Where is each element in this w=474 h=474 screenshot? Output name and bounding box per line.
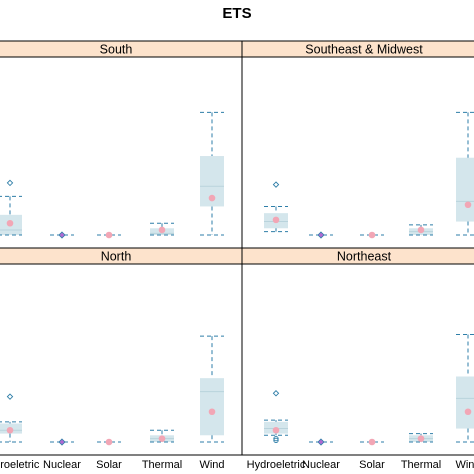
mean-marker — [417, 226, 425, 234]
mean-marker — [208, 194, 216, 202]
box-nuclear — [309, 231, 333, 239]
box-hydroeletric — [264, 181, 288, 233]
chart-title: ETS — [222, 5, 251, 22]
panel-frame — [0, 56, 243, 249]
mean-marker — [208, 408, 216, 416]
panel-north: North — [0, 247, 243, 456]
mean-marker — [105, 438, 113, 446]
mean-marker — [105, 231, 113, 239]
box-body — [200, 378, 224, 436]
box-thermal — [150, 222, 174, 236]
box-hydroeletric — [0, 179, 22, 236]
panel-southeast-midwest: Southeast & Midwest — [241, 40, 474, 249]
mean-marker — [368, 231, 376, 239]
panel-south: South — [0, 40, 243, 249]
mean-marker — [368, 438, 376, 446]
box-body — [456, 157, 474, 222]
x-tick-label-thermal: Thermal — [401, 459, 441, 471]
box-solar — [360, 438, 384, 446]
x-tick-label-thermal: Thermal — [142, 459, 182, 471]
mean-marker — [6, 219, 14, 227]
mean-marker — [272, 216, 280, 224]
x-tick-label-hydroeletric: Hydroeletric — [0, 459, 40, 471]
mean-marker — [58, 231, 66, 239]
outlier-point — [272, 390, 280, 397]
box-nuclear — [50, 231, 74, 239]
x-tick-label-hydroeletric: Hydroeletric — [247, 459, 306, 471]
box-thermal — [409, 433, 433, 443]
x-tick-label-solar: Solar — [96, 459, 122, 471]
box-wind — [200, 111, 224, 236]
mean-marker — [58, 438, 66, 446]
outlier-point — [6, 393, 14, 400]
box-solar — [360, 231, 384, 239]
outlier-point — [6, 179, 14, 187]
x-tick-label-nuclear: Nuclear — [43, 459, 81, 471]
outlier-point — [273, 435, 279, 442]
x-tick-label-wind: Wind — [455, 459, 474, 471]
box-hydroeletric — [0, 393, 22, 443]
panel-strip-label: North — [101, 250, 132, 264]
panel-northeast: Northeast — [241, 247, 474, 456]
box-wind — [456, 333, 474, 443]
mean-marker — [158, 435, 166, 442]
x-tick-label-nuclear: Nuclear — [302, 459, 340, 471]
box-thermal — [409, 224, 433, 236]
panel-strip-label: Southeast & Midwest — [305, 43, 423, 57]
mean-marker — [158, 226, 166, 234]
mean-marker — [6, 426, 14, 434]
box-nuclear — [50, 438, 74, 446]
panel-strip-label: Northeast — [337, 250, 392, 264]
box-solar — [97, 438, 121, 446]
mean-marker — [417, 435, 425, 442]
panel-strip-label: South — [100, 43, 133, 57]
box-solar — [97, 231, 121, 239]
x-tick-label-wind: Wind — [199, 459, 224, 471]
mean-marker — [464, 201, 472, 209]
box-nuclear — [309, 438, 333, 446]
panel-frame — [241, 263, 474, 456]
chart-panels: South Southeast & Midwest North Northeast — [0, 40, 474, 456]
box-thermal — [150, 429, 174, 443]
mean-marker — [272, 426, 280, 434]
box-body — [456, 376, 474, 429]
mean-marker — [317, 231, 325, 239]
outlier-point — [272, 181, 280, 188]
x-tick-label-solar: Solar — [359, 459, 385, 471]
box-hydroeletric — [264, 390, 288, 443]
outlier-point — [273, 437, 279, 443]
x-axis: HydroeletricNuclearSolarThermalWindHydro… — [0, 459, 474, 471]
mean-marker — [317, 438, 325, 446]
box-wind — [200, 335, 224, 443]
mean-marker — [464, 408, 472, 416]
box-wind — [456, 111, 474, 236]
